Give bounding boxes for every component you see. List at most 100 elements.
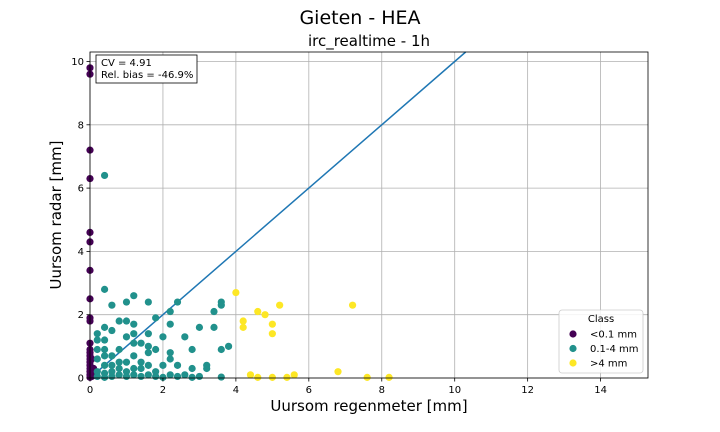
data-point xyxy=(210,323,218,331)
data-point xyxy=(166,307,174,316)
y-tick-label: 4 xyxy=(78,247,84,258)
y-tick-label: 2 xyxy=(78,310,84,321)
data-point xyxy=(108,301,116,309)
axes-frame xyxy=(89,51,649,379)
data-point xyxy=(217,373,225,381)
data-point xyxy=(115,345,123,354)
data-point xyxy=(100,352,109,360)
x-tick-label: 6 xyxy=(306,385,312,396)
data-point xyxy=(137,358,145,366)
x-tick-label: 10 xyxy=(448,385,461,396)
data-point xyxy=(188,373,196,381)
x-tick-label: 12 xyxy=(521,385,534,396)
data-point xyxy=(93,336,101,344)
series-1 xyxy=(93,171,233,381)
data-point xyxy=(137,339,145,347)
data-point xyxy=(166,371,174,379)
data-point xyxy=(144,361,152,369)
data-point xyxy=(115,371,123,379)
data-point xyxy=(217,345,225,354)
x-tick-label: 8 xyxy=(379,385,385,396)
data-point xyxy=(100,345,109,354)
data-point xyxy=(137,372,145,381)
data-point xyxy=(152,345,160,354)
data-point xyxy=(115,317,123,325)
y-tick-label: 0 xyxy=(78,374,84,385)
data-point xyxy=(217,301,225,309)
data-point xyxy=(173,361,182,369)
x-tick-label: 0 xyxy=(87,385,93,396)
data-point xyxy=(166,349,174,357)
y-tick-label: 8 xyxy=(78,120,84,131)
x-tick-label: 14 xyxy=(594,385,607,396)
data-point xyxy=(254,307,262,316)
cv-text: CV = 4.91 xyxy=(101,58,152,69)
legend-title: Class xyxy=(588,314,614,325)
data-point xyxy=(159,373,167,381)
data-point xyxy=(152,372,160,381)
data-point xyxy=(166,355,174,363)
data-point xyxy=(144,371,152,379)
data-point xyxy=(115,364,123,373)
x-axis-ticks: 0 2 4 6 8 10 12 14 xyxy=(87,378,607,396)
legend-label: 0.1-4 mm xyxy=(590,344,639,355)
data-point xyxy=(159,361,167,369)
data-point xyxy=(261,311,269,319)
data-point xyxy=(254,373,262,381)
stats-box: CV = 4.91 Rel. bias = -46.9% xyxy=(95,54,198,84)
data-point xyxy=(181,371,189,379)
data-point xyxy=(188,345,196,354)
data-point xyxy=(239,323,247,331)
legend: Class <0.1 mm 0.1-4 mm >4 mm xyxy=(558,309,644,374)
grid-lines xyxy=(89,52,648,379)
legend-marker xyxy=(569,344,577,353)
data-point xyxy=(130,330,138,338)
data-point xyxy=(283,373,291,381)
data-point xyxy=(166,320,174,328)
data-point xyxy=(137,364,145,373)
data-point xyxy=(232,288,240,297)
data-point xyxy=(224,342,233,350)
figure-suptitle: Gieten - HEA xyxy=(299,7,420,29)
data-point xyxy=(385,373,393,381)
data-point xyxy=(100,361,109,369)
data-point xyxy=(159,333,167,341)
data-point xyxy=(290,371,298,379)
data-point xyxy=(130,352,138,360)
data-point xyxy=(348,301,357,309)
y-tick-label: 6 xyxy=(78,184,84,195)
data-point xyxy=(108,372,116,381)
y-tick-label: 10 xyxy=(71,57,84,68)
data-point xyxy=(100,336,109,344)
data-point xyxy=(122,298,131,306)
x-tick-label: 4 xyxy=(233,385,239,396)
data-point xyxy=(100,171,109,180)
data-points xyxy=(86,64,393,381)
data-point xyxy=(363,373,371,381)
data-point xyxy=(93,372,101,381)
data-point xyxy=(188,364,196,373)
y-axis-ticks: 0 2 4 6 8 10 xyxy=(71,57,90,385)
data-point xyxy=(173,298,182,306)
series-2 xyxy=(232,288,393,381)
data-point xyxy=(100,323,109,331)
data-point xyxy=(108,326,116,335)
bias-text: Rel. bias = -46.9% xyxy=(101,70,193,81)
data-point xyxy=(173,372,182,381)
data-point xyxy=(122,333,131,341)
data-point xyxy=(93,355,101,363)
legend-label: >4 mm xyxy=(590,359,627,370)
data-point xyxy=(130,364,138,373)
data-point xyxy=(122,317,131,325)
data-point xyxy=(100,373,109,381)
data-point xyxy=(246,371,255,379)
legend-marker xyxy=(569,359,577,367)
data-point xyxy=(100,285,109,293)
data-point xyxy=(144,342,152,350)
data-point xyxy=(195,323,204,331)
axes-title: irc_realtime - 1h xyxy=(308,32,430,51)
x-tick-label: 2 xyxy=(160,385,166,396)
data-point xyxy=(144,298,152,306)
data-point xyxy=(108,352,116,360)
